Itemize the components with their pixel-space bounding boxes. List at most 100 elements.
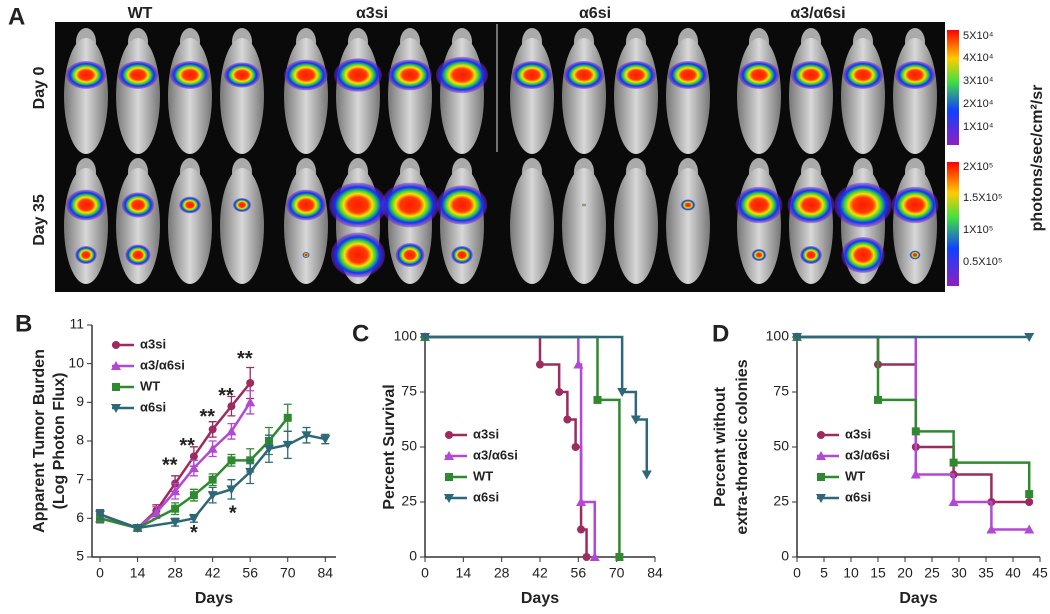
row-label: Day 0 bbox=[31, 67, 48, 110]
legend-label: WT bbox=[473, 468, 493, 483]
mouse-body bbox=[336, 38, 380, 154]
x-tick-label: 0 bbox=[421, 565, 429, 581]
legend-marker bbox=[111, 404, 121, 413]
x-tick-label: 14 bbox=[130, 565, 146, 581]
marker bbox=[874, 395, 882, 404]
mouse-body bbox=[284, 168, 328, 284]
signal bbox=[286, 189, 326, 221]
legend-marker bbox=[445, 431, 453, 439]
y-tick-label: 0 bbox=[781, 548, 789, 564]
colorbar-tick-label: 4X10⁴ bbox=[963, 52, 994, 64]
x-axis-label: Days bbox=[195, 590, 233, 607]
mouse-body bbox=[562, 38, 606, 154]
y-tick-label: 9 bbox=[76, 393, 84, 409]
marker bbox=[151, 507, 162, 517]
y-axis-label: Apparent Tumor Burden bbox=[31, 349, 48, 533]
signal bbox=[751, 249, 767, 261]
marker bbox=[911, 427, 920, 436]
mice bbox=[64, 28, 939, 284]
x-tick-label: 15 bbox=[870, 565, 886, 581]
legend-marker bbox=[112, 383, 120, 391]
signal bbox=[329, 182, 387, 228]
y-tick-label: 25 bbox=[773, 493, 789, 509]
step-line bbox=[797, 335, 1031, 495]
signal bbox=[436, 185, 488, 225]
marker bbox=[170, 518, 181, 528]
x-tick-label: 70 bbox=[609, 565, 625, 581]
marker bbox=[571, 443, 580, 451]
step-line bbox=[425, 335, 621, 557]
signal bbox=[582, 203, 586, 207]
signal bbox=[66, 61, 106, 89]
panel-label: D bbox=[712, 320, 729, 347]
marker bbox=[593, 395, 602, 404]
mouse-body bbox=[440, 168, 484, 284]
colorbar-tick-label: 5X10⁴ bbox=[963, 30, 994, 42]
signal bbox=[616, 61, 656, 89]
colorbar-label: photons/sec/cm²/sr bbox=[1029, 85, 1046, 232]
marker bbox=[1025, 498, 1034, 506]
annotation: ** bbox=[179, 435, 195, 457]
legend-marker bbox=[816, 451, 826, 460]
x-tick-label: 42 bbox=[205, 565, 221, 581]
mouse-body bbox=[168, 38, 212, 154]
mouse-body bbox=[841, 38, 885, 154]
signal bbox=[381, 182, 439, 228]
signal bbox=[668, 61, 708, 89]
mouse-body bbox=[388, 38, 432, 154]
marker bbox=[208, 425, 217, 434]
legend-marker bbox=[817, 431, 825, 439]
marker bbox=[949, 458, 958, 467]
marker bbox=[170, 486, 181, 496]
signal bbox=[170, 61, 210, 89]
signal bbox=[436, 56, 488, 94]
y-tick-label: 6 bbox=[76, 509, 84, 525]
legend-label: α3/α6si bbox=[473, 447, 518, 462]
legend-label: α3/α6si bbox=[845, 447, 890, 462]
signal bbox=[800, 246, 822, 264]
y-tick-label: 50 bbox=[773, 438, 789, 454]
legend-marker bbox=[112, 341, 120, 349]
mouse-body bbox=[737, 168, 781, 284]
marker bbox=[207, 443, 218, 453]
signal bbox=[834, 182, 892, 228]
legend-marker bbox=[816, 494, 826, 503]
marker bbox=[792, 333, 802, 342]
colorbar-tick-label: 2X10⁴ bbox=[963, 98, 994, 110]
signal bbox=[735, 186, 783, 224]
marker bbox=[301, 431, 312, 441]
x-tick-label: 10 bbox=[843, 565, 859, 581]
x-tick-label: 56 bbox=[571, 565, 587, 581]
colorbar-tick-label: 3X10⁴ bbox=[963, 75, 994, 87]
x-tick-label: 84 bbox=[647, 565, 663, 581]
y-tick-label: 25 bbox=[401, 493, 417, 509]
marker bbox=[641, 470, 652, 480]
x-tick-label: 25 bbox=[924, 565, 940, 581]
marker bbox=[582, 553, 591, 561]
legend-marker bbox=[444, 451, 454, 460]
mouse-body bbox=[666, 38, 710, 154]
mouse-body bbox=[614, 38, 658, 154]
x-tick-label: 28 bbox=[167, 565, 183, 581]
marker bbox=[1024, 333, 1035, 342]
colorbar-tick-label: 0.5X10⁵ bbox=[963, 256, 1002, 268]
legend-label: WT bbox=[140, 378, 160, 393]
x-tick-label: 45 bbox=[1032, 565, 1048, 581]
signal bbox=[75, 246, 97, 264]
y-tick-label: 7 bbox=[76, 470, 84, 486]
y-tick-label: 100 bbox=[766, 328, 790, 344]
y-tick-label: 8 bbox=[76, 432, 84, 448]
x-tick-label: 28 bbox=[494, 565, 510, 581]
legend-label: α6si bbox=[140, 399, 166, 414]
mouse-body bbox=[789, 38, 833, 154]
y-axis-label: Percent Survival bbox=[381, 384, 398, 509]
marker bbox=[207, 491, 218, 501]
marker bbox=[171, 504, 180, 513]
marker bbox=[320, 435, 331, 445]
colorbar-tick-label: 1X10⁵ bbox=[963, 224, 993, 236]
marker bbox=[536, 360, 544, 369]
marker bbox=[577, 525, 586, 534]
y-tick-label: 50 bbox=[401, 438, 417, 454]
mouse-body bbox=[893, 38, 937, 154]
colorbar-tick-label: 1.5X10⁵ bbox=[963, 192, 1002, 204]
